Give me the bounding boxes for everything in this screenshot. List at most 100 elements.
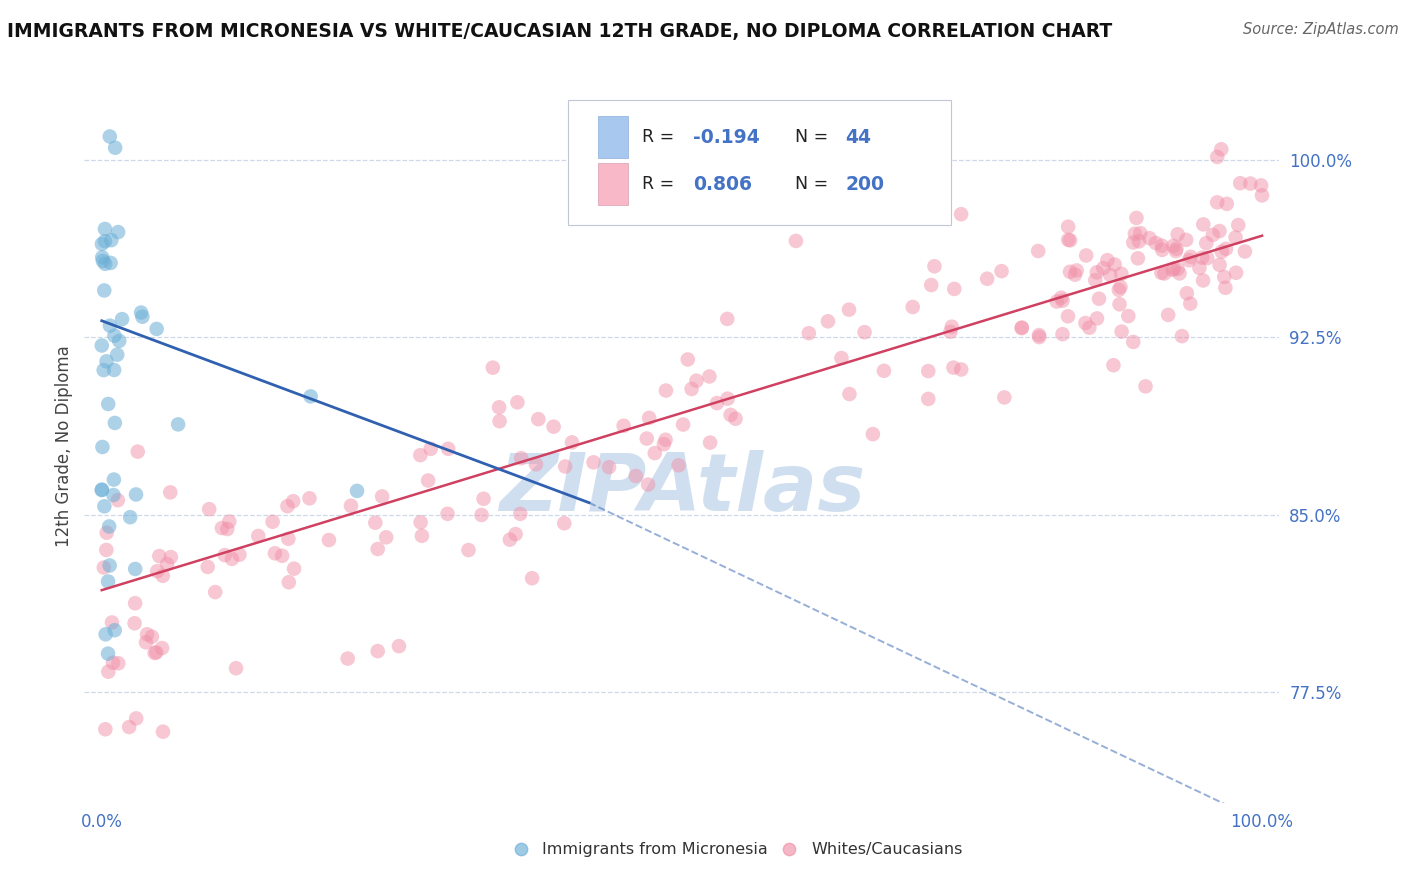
Point: [93, 284, 115, 298]
Point: [1092, 261, 1115, 276]
Point: [706, 396, 728, 410]
Point: [1064, 268, 1087, 282]
FancyBboxPatch shape: [599, 116, 628, 158]
Point: [699, 369, 721, 384]
Point: [145, 645, 167, 659]
Point: [104, 141, 127, 155]
Point: [277, 575, 299, 590]
Point: [1028, 330, 1050, 344]
Point: [1122, 334, 1144, 349]
Point: [1157, 308, 1180, 322]
Point: [990, 264, 1012, 278]
Point: [97, 397, 120, 411]
Point: [150, 641, 173, 656]
Point: [655, 384, 678, 398]
Point: [364, 516, 387, 530]
Point: [939, 325, 962, 339]
Point: [1108, 283, 1130, 297]
Point: [411, 529, 433, 543]
Point: [1088, 292, 1111, 306]
Point: [499, 533, 522, 547]
Point: [156, 557, 179, 571]
Point: [1161, 262, 1184, 277]
Point: [225, 661, 247, 675]
Point: [367, 541, 389, 556]
Point: [1180, 250, 1202, 264]
Point: [107, 225, 129, 239]
Point: [1208, 224, 1230, 238]
Point: [873, 364, 896, 378]
Point: [104, 624, 127, 638]
Point: [1215, 242, 1237, 256]
Point: [283, 562, 305, 576]
Point: [862, 427, 884, 442]
Point: [1171, 329, 1194, 343]
FancyBboxPatch shape: [568, 100, 950, 225]
Point: [437, 442, 460, 456]
Point: [1085, 265, 1108, 279]
Point: [94, 723, 117, 737]
Text: -0.194: -0.194: [693, 128, 759, 146]
Text: Whites/Caucasians: Whites/Caucasians: [811, 842, 962, 856]
Text: R =: R =: [643, 175, 681, 193]
Point: [204, 585, 226, 599]
Point: [409, 448, 432, 462]
Point: [1233, 244, 1256, 259]
Text: N =: N =: [796, 128, 828, 146]
Point: [1059, 265, 1081, 279]
Point: [1251, 188, 1274, 202]
Point: [561, 435, 583, 450]
Point: [1084, 273, 1107, 287]
Point: [1135, 379, 1157, 393]
Point: [598, 460, 620, 475]
Point: [1129, 226, 1152, 240]
Point: [1118, 309, 1140, 323]
Point: [217, 522, 239, 536]
Point: [90, 483, 112, 497]
Point: [1076, 248, 1098, 262]
Point: [950, 362, 973, 376]
Point: [262, 515, 284, 529]
Point: [1046, 294, 1069, 309]
Point: [506, 395, 529, 409]
Point: [107, 493, 129, 508]
Point: [472, 491, 495, 506]
Point: [582, 455, 605, 469]
Point: [346, 483, 368, 498]
Point: [1164, 244, 1187, 258]
Point: [97, 665, 120, 679]
Point: [152, 724, 174, 739]
Point: [1125, 211, 1147, 225]
Point: [98, 318, 121, 333]
Point: [1011, 321, 1033, 335]
Text: IMMIGRANTS FROM MICRONESIA VS WHITE/CAUCASIAN 12TH GRADE, NO DIPLOMA CORRELATION: IMMIGRANTS FROM MICRONESIA VS WHITE/CAUC…: [7, 22, 1112, 41]
Point: [94, 627, 117, 641]
Point: [91, 440, 114, 454]
Point: [125, 487, 148, 501]
Point: [1059, 233, 1081, 247]
Point: [543, 419, 565, 434]
Point: [510, 451, 533, 466]
Point: [108, 334, 131, 348]
Point: [554, 459, 576, 474]
Point: [1109, 280, 1132, 294]
Point: [1078, 320, 1101, 334]
Point: [91, 254, 114, 268]
Point: [1213, 269, 1236, 284]
Point: [613, 418, 636, 433]
Point: [103, 363, 125, 377]
Point: [1178, 253, 1201, 268]
Point: [1163, 239, 1185, 253]
Point: [418, 474, 440, 488]
Point: [143, 646, 166, 660]
Point: [1175, 286, 1198, 301]
Point: [101, 615, 124, 630]
Point: [96, 543, 118, 558]
Text: N =: N =: [796, 175, 828, 193]
Point: [91, 250, 114, 264]
Point: [699, 435, 721, 450]
Point: [98, 558, 121, 573]
Point: [676, 352, 699, 367]
Point: [100, 233, 122, 247]
Point: [124, 616, 146, 631]
